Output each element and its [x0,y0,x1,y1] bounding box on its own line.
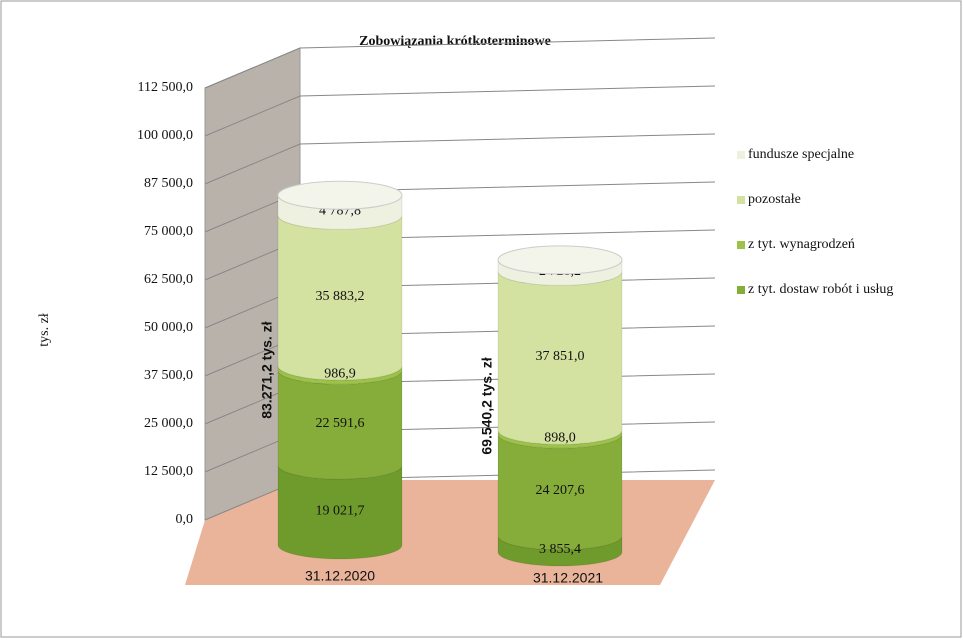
legend-swatch [737,286,745,294]
grid-line [204,133,716,185]
legend-label: pozostałe [748,192,801,207]
cylinder-segment [277,465,403,560]
data-label: 3 855,4 [539,542,581,557]
data-label: 35 883,2 [316,289,365,304]
total-label: 83.271,2 tys. zł [259,321,275,418]
cylinder-top [497,245,623,275]
data-label: 37 851,0 [536,349,585,364]
grid-line [204,85,716,137]
cylinder-segment [497,430,623,449]
floor [185,480,715,585]
x-tick-label: 31.12.2021 [533,570,603,586]
data-label: 19 021,7 [316,503,365,518]
y-tick-label: 75 000,0 [144,224,193,239]
y-tick-label: 12 500,0 [144,464,193,479]
data-label: 986,9 [324,366,356,381]
cylinder-segment [277,215,403,381]
legend-swatch [737,196,745,204]
legend-label: z tyt. wynagrodzeń [748,237,855,252]
y-tick-label: 0,0 [176,512,194,527]
data-label: 898,0 [544,430,576,445]
chart-title: Zobowiązania krótkoterminowe [359,34,551,49]
x-tick-label: 31.12.2020 [305,568,375,584]
y-tick-label: 87 500,0 [144,176,193,191]
y-tick-label: 62 500,0 [144,272,193,287]
legend-swatch [737,241,745,249]
cylinder-segment [497,271,623,445]
legend-label: z tyt. dostaw robót i usług [748,282,893,297]
legend-label: fundusze specjalne [748,147,854,162]
legend-swatch [737,151,745,159]
data-label: 22 591,6 [316,416,365,431]
total-label: 69.540,2 tys. zł [479,357,495,454]
cylinder-top [277,180,403,210]
y-axis-label: tys. zł [37,313,52,347]
y-tick-label: 112 500,0 [138,80,193,95]
y-tick-label: 50 000,0 [144,320,193,335]
y-tick-label: 100 000,0 [137,128,193,143]
y-tick-label: 25 000,0 [144,416,193,431]
data-label: 24 207,6 [536,483,585,498]
grid-line [204,37,716,89]
y-tick-label: 37 500,0 [144,368,193,383]
